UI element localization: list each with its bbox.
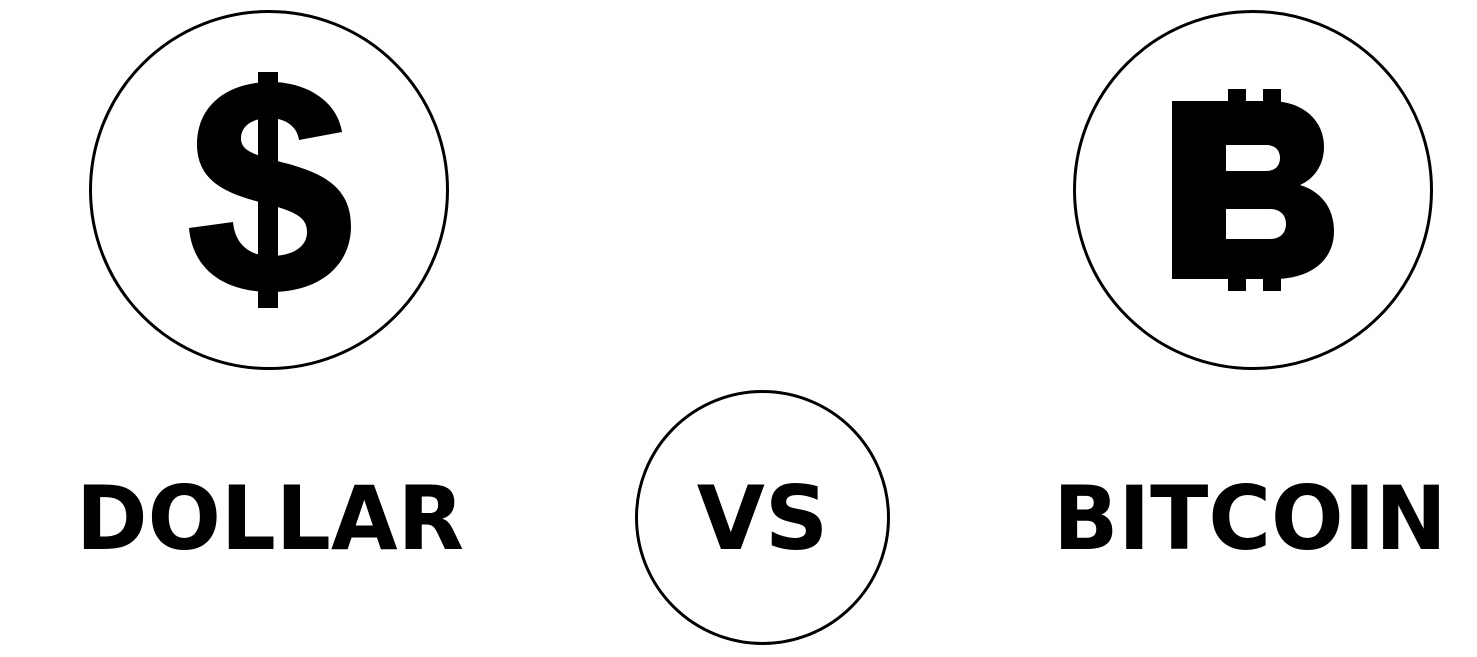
vs-label: VS <box>696 467 829 570</box>
vs-circle <box>635 390 890 645</box>
dollar-coin-circle <box>89 10 449 370</box>
bitcoin-coin-circle <box>1073 10 1433 370</box>
bitcoin-sign-icon <box>1172 89 1334 291</box>
bitcoin-label: BITCOIN <box>1053 467 1447 570</box>
dollar-label: DOLLAR <box>76 467 464 570</box>
dollar-sign-icon <box>189 72 351 308</box>
